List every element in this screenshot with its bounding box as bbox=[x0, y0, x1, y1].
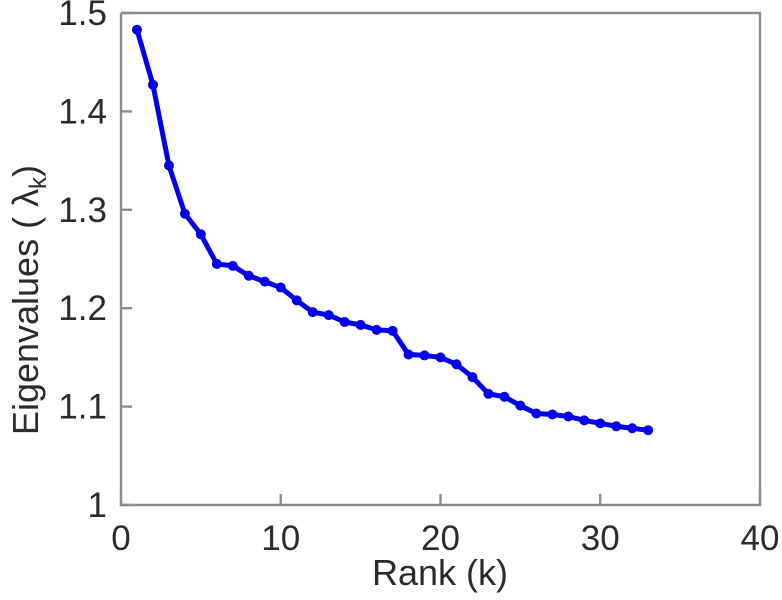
x-tick-label: 40 bbox=[741, 519, 780, 558]
data-point bbox=[131, 24, 142, 35]
data-point bbox=[419, 350, 430, 361]
data-point bbox=[483, 388, 494, 399]
data-point bbox=[243, 270, 254, 281]
data-point bbox=[339, 316, 350, 327]
data-point bbox=[515, 400, 526, 411]
y-tick-label: 1.5 bbox=[58, 0, 107, 33]
data-point bbox=[307, 307, 318, 318]
series-markers bbox=[131, 24, 654, 436]
y-tick-label: 1.2 bbox=[58, 289, 107, 328]
data-point bbox=[355, 319, 366, 330]
data-point bbox=[147, 79, 158, 90]
data-point bbox=[579, 415, 590, 426]
x-tick-label: 0 bbox=[111, 519, 130, 558]
x-axis-ticks bbox=[119, 494, 762, 505]
data-point bbox=[291, 295, 302, 306]
data-point bbox=[611, 421, 622, 432]
x-tick-label: 10 bbox=[261, 519, 300, 558]
y-tick-label: 1.1 bbox=[58, 388, 107, 427]
data-point bbox=[595, 418, 606, 429]
y-axis-tick-labels: 1 1.1 1.2 1.3 1.4 1.5 bbox=[58, 0, 107, 525]
data-point bbox=[435, 352, 446, 363]
series-line bbox=[134, 27, 651, 433]
data-point bbox=[387, 325, 398, 336]
data-point bbox=[227, 260, 238, 271]
data-point bbox=[259, 276, 270, 287]
data-series-eigenvalues bbox=[131, 24, 654, 436]
data-point bbox=[195, 229, 206, 240]
data-point bbox=[211, 258, 222, 269]
data-point bbox=[531, 408, 542, 419]
data-point bbox=[563, 411, 574, 422]
data-point bbox=[627, 423, 638, 434]
data-point bbox=[323, 310, 334, 321]
x-axis-title: Rank (k) bbox=[372, 552, 508, 593]
data-point bbox=[547, 409, 558, 420]
y-tick-label: 1 bbox=[88, 486, 107, 525]
data-point bbox=[467, 372, 478, 383]
data-point bbox=[451, 359, 462, 370]
x-axis-tick-labels: 0 10 20 30 40 bbox=[111, 519, 779, 558]
data-point bbox=[163, 160, 174, 171]
y-tick-label: 1.3 bbox=[58, 191, 107, 230]
x-tick-label: 30 bbox=[581, 519, 620, 558]
y-axis-ticks bbox=[121, 11, 132, 507]
x-tick-label: 20 bbox=[421, 519, 460, 558]
y-axis-title-group: Eigenvalues ( λk) bbox=[5, 165, 52, 435]
y-axis-title: Eigenvalues ( λk) bbox=[5, 165, 52, 435]
data-point bbox=[179, 208, 190, 219]
data-point bbox=[371, 324, 382, 335]
data-point bbox=[499, 391, 510, 402]
y-tick-label: 1.4 bbox=[58, 92, 107, 131]
data-point bbox=[275, 282, 286, 293]
data-point bbox=[403, 349, 414, 360]
data-point bbox=[643, 425, 654, 436]
